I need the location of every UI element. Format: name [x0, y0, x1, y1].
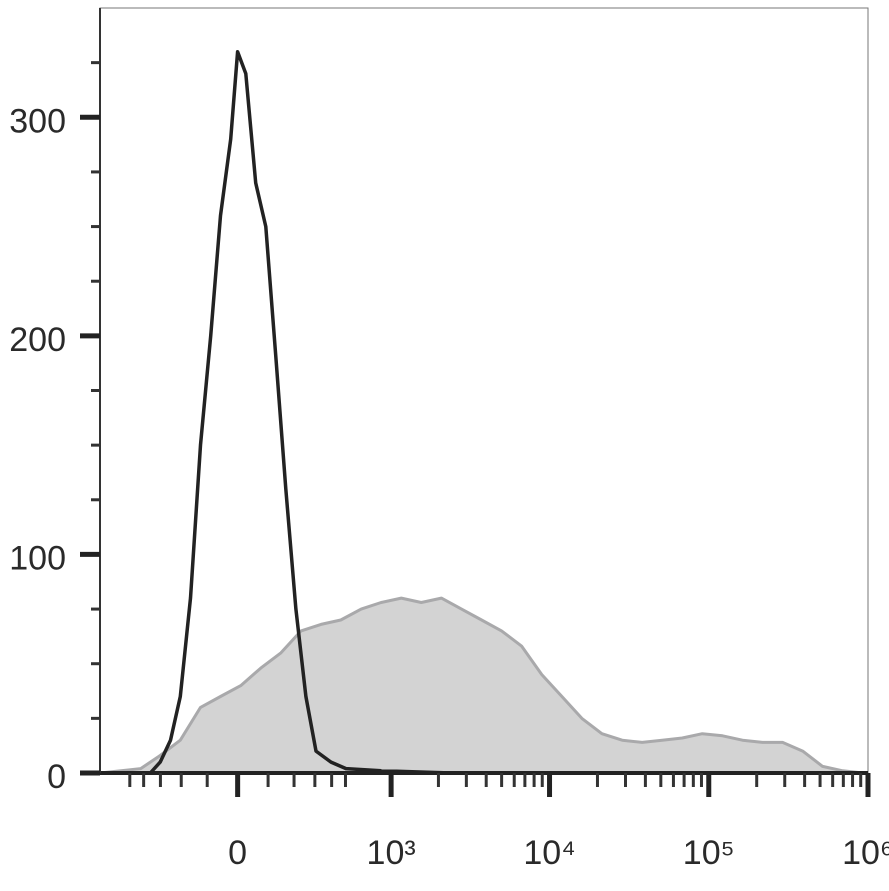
histogram-line: [149, 49, 868, 775]
histogram-outline: [99, 596, 863, 775]
y-tick-label: 100: [9, 539, 66, 577]
x-tick-label: 10⁴: [523, 834, 575, 872]
histogram-area: [100, 598, 863, 773]
x-tick-label: 0: [228, 834, 247, 872]
x-tick-label: 10³: [367, 834, 416, 872]
x-tick-label: 10⁵: [683, 834, 735, 872]
y-tick-label: 200: [9, 321, 66, 359]
x-tick-label: 10⁶: [842, 834, 889, 872]
y-tick-label: 0: [47, 758, 66, 796]
y-tick-label: 300: [9, 102, 66, 140]
